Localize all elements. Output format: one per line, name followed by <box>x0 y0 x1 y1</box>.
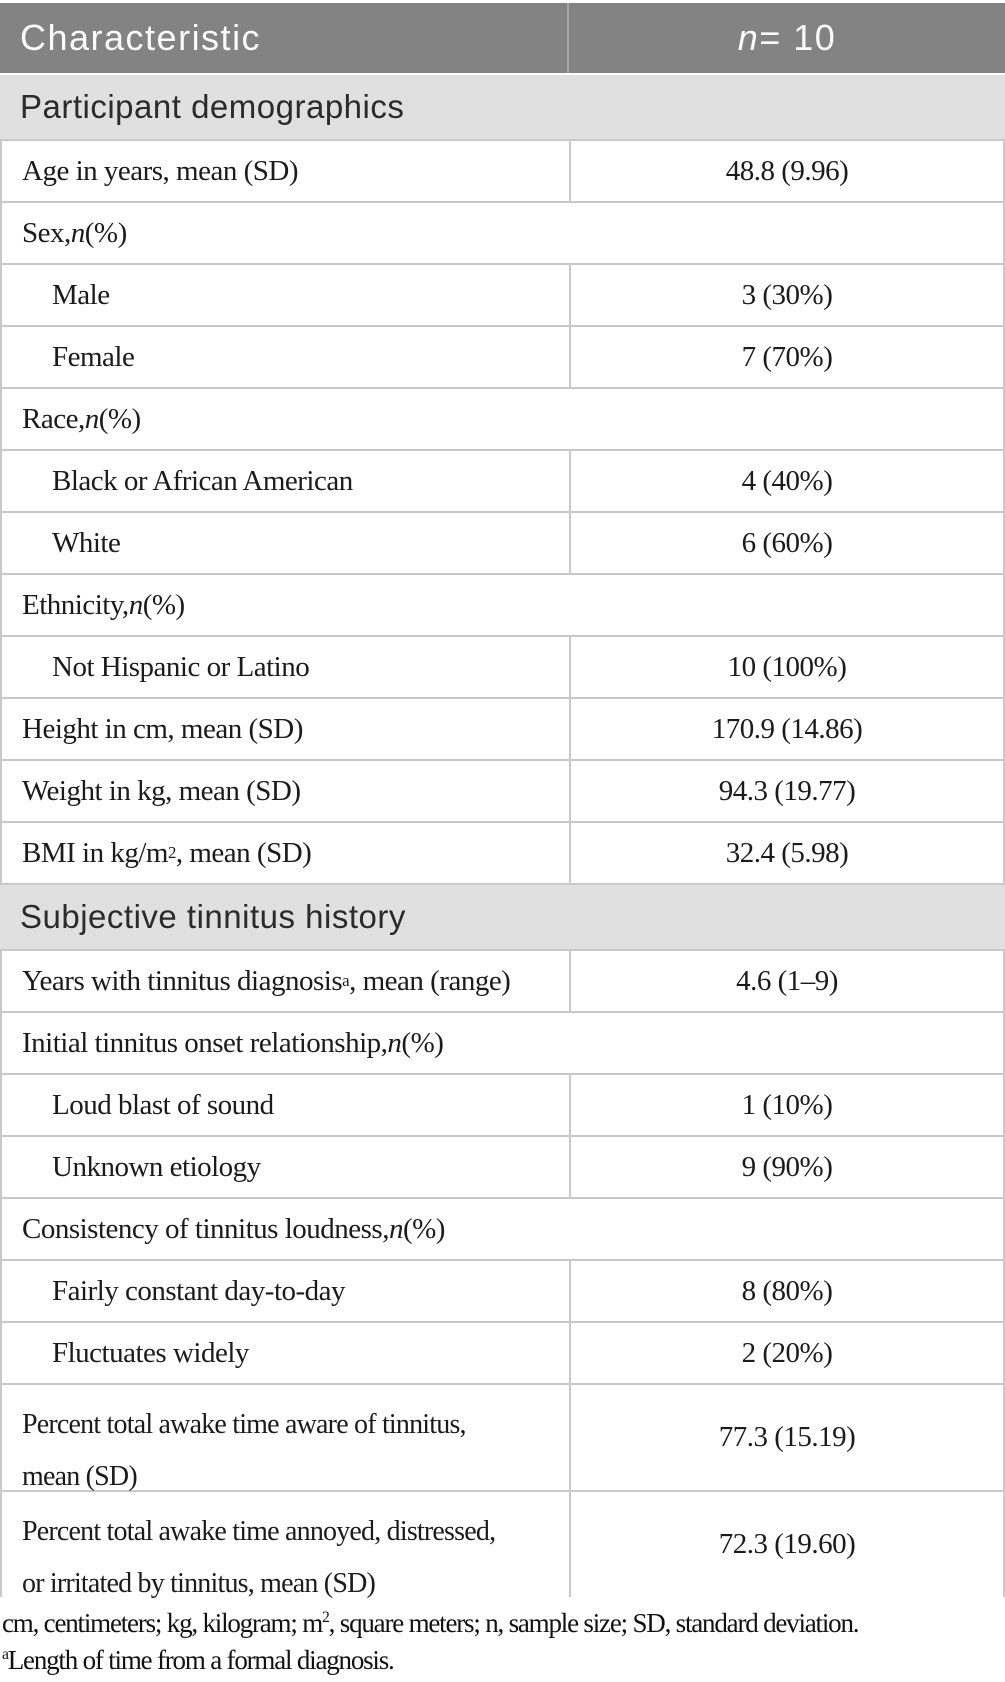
table-row-bmi: BMI in kg/m 2, mean (SD) 32.4 (5.98) <box>0 821 1005 883</box>
row-value: 170.9 (14.86) <box>711 712 863 745</box>
row-label: Percent total awake time annoyed, distre… <box>2 1492 571 1599</box>
header-n-value: = 10 <box>759 17 837 58</box>
row-value: 77.3 (15.19) <box>718 1421 856 1453</box>
row-label: Not Hispanic or Latino <box>2 637 571 697</box>
row-label: Height in cm, mean (SD) <box>2 699 571 759</box>
row-value: 10 (100%) <box>727 650 847 683</box>
row-value: 48.8 (9.96) <box>725 154 849 187</box>
table-row-black-or-african-american: Black or African American 4 (40%) <box>0 449 1005 511</box>
row-value: 32.4 (5.98) <box>725 836 849 869</box>
table-row-percent-annoyed: Percent total awake time annoyed, distre… <box>0 1490 1005 1599</box>
footnote-abbreviations: cm, centimeters; kg, kilogram; m2, squar… <box>2 1608 860 1638</box>
footnote-a: aLength of time from a formal diagnosis. <box>2 1645 395 1675</box>
section-label: Participant demographics <box>20 88 405 125</box>
header-col-characteristic: Characteristic <box>0 3 569 73</box>
row-label: Ethnicity, n (%) <box>22 588 185 621</box>
table-row-weight: Weight in kg, mean (SD) 94.3 (19.77) <box>0 759 1005 821</box>
table-row-age: Age in years, mean (SD) 48.8 (9.96) <box>0 139 1005 201</box>
table-row-years-with-tinnitus: Years with tinnitus diagnosis a, mean (ra… <box>0 949 1005 1011</box>
table-row-percent-aware: Percent total awake time aware of tinnit… <box>0 1383 1005 1492</box>
row-label: BMI in kg/m 2, mean (SD) <box>2 823 571 883</box>
header-characteristic-label: Characteristic <box>20 17 262 58</box>
section-label: Subjective tinnitus history <box>20 898 406 935</box>
row-label: Consistency of tinnitus loudness, n (%) <box>22 1212 445 1245</box>
row-label: Female <box>2 327 571 387</box>
table-row-race: Race, n (%) <box>0 387 1005 449</box>
row-label: Age in years, mean (SD) <box>2 141 571 201</box>
row-value: 4 (40%) <box>741 464 833 497</box>
row-label: Percent total awake time aware of tinnit… <box>2 1385 571 1492</box>
table-row-male: Male 3 (30%) <box>0 263 1005 325</box>
table-row-ethnicity: Ethnicity, n (%) <box>0 573 1005 635</box>
table-row-female: Female 7 (70%) <box>0 325 1005 387</box>
table-row-not-hispanic: Not Hispanic or Latino 10 (100%) <box>0 635 1005 697</box>
row-label: Race, n (%) <box>22 402 141 435</box>
row-label: White <box>2 513 571 573</box>
row-value: 3 (30%) <box>741 278 833 311</box>
page: Characteristic n = 10 Participant demogr… <box>0 3 1005 1679</box>
row-label: Unknown etiology <box>2 1137 571 1197</box>
table-row-fluctuates-widely: Fluctuates widely 2 (20%) <box>0 1321 1005 1383</box>
table-row-initial-onset: Initial tinnitus onset relationship, n (… <box>0 1011 1005 1073</box>
table-row-consistency: Consistency of tinnitus loudness, n (%) <box>0 1197 1005 1259</box>
row-label: Loud blast of sound <box>2 1075 571 1135</box>
demographics-table: Characteristic n = 10 Participant demogr… <box>0 3 1005 1599</box>
header-n-italic: n <box>737 17 760 58</box>
header-col-n: n = 10 <box>569 3 1005 73</box>
row-value: 9 (90%) <box>741 1150 833 1183</box>
row-label: Fairly constant day-to-day <box>2 1261 571 1321</box>
superscript-2: 2 <box>322 1609 330 1626</box>
table-footnotes: cm, centimeters; kg, kilogram; m2, squar… <box>0 1605 1005 1679</box>
row-label: Sex, n (%) <box>22 216 127 249</box>
row-label: Years with tinnitus diagnosis a, mean (ra… <box>2 951 571 1011</box>
header-row: Characteristic n = 10 <box>0 3 1005 73</box>
superscript-a: a <box>2 1646 9 1663</box>
row-value: 94.3 (19.77) <box>718 774 856 807</box>
row-value: 2 (20%) <box>741 1336 833 1369</box>
row-value: 8 (80%) <box>741 1274 833 1307</box>
table-row-sex: Sex, n (%) <box>0 201 1005 263</box>
table-row-fairly-constant: Fairly constant day-to-day 8 (80%) <box>0 1259 1005 1321</box>
row-value: 4.6 (1–9) <box>736 964 838 997</box>
row-value: 1 (10%) <box>741 1088 833 1121</box>
row-label: Fluctuates widely <box>2 1323 571 1383</box>
row-value: 6 (60%) <box>741 526 833 559</box>
section-row-participant-demographics: Participant demographics <box>0 73 1005 139</box>
row-label: Weight in kg, mean (SD) <box>2 761 571 821</box>
row-value: 7 (70%) <box>741 340 833 373</box>
row-label: Initial tinnitus onset relationship, n (… <box>22 1026 444 1059</box>
row-label: Male <box>2 265 571 325</box>
table-row-white: White 6 (60%) <box>0 511 1005 573</box>
table-row-unknown-etiology: Unknown etiology 9 (90%) <box>0 1135 1005 1197</box>
table-row-loud-blast: Loud blast of sound 1 (10%) <box>0 1073 1005 1135</box>
section-row-subjective-tinnitus-history: Subjective tinnitus history <box>0 883 1005 949</box>
table-row-height: Height in cm, mean (SD) 170.9 (14.86) <box>0 697 1005 759</box>
row-value: 72.3 (19.60) <box>718 1528 856 1560</box>
row-label: Black or African American <box>2 451 571 511</box>
